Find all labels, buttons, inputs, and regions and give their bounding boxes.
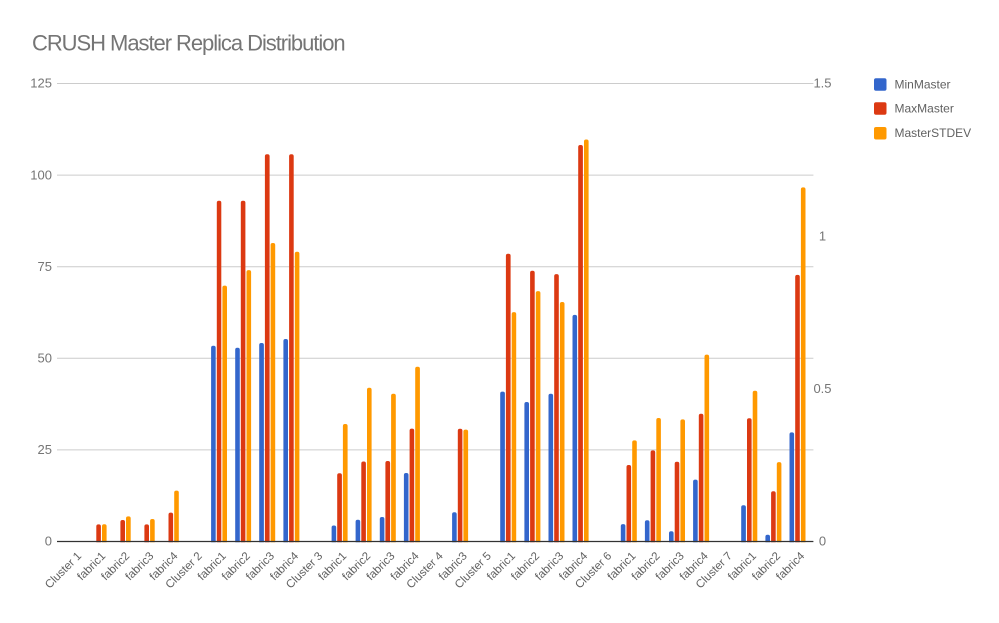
svg-text:50: 50 [38,351,52,366]
svg-text:1.5: 1.5 [813,76,831,91]
svg-text:MaxMaster: MaxMaster [895,102,954,116]
svg-text:0.5: 0.5 [813,381,831,396]
svg-text:25: 25 [38,442,52,457]
svg-text:0: 0 [819,534,826,549]
svg-text:CRUSH Master Replica Distribut: CRUSH Master Replica Distribution [32,31,345,56]
svg-text:125: 125 [30,76,52,91]
svg-text:0: 0 [45,534,52,549]
svg-text:100: 100 [30,167,52,182]
svg-text:1: 1 [819,228,826,243]
svg-text:75: 75 [38,259,52,274]
svg-text:MasterSTDEV: MasterSTDEV [895,126,972,140]
svg-text:MinMaster: MinMaster [895,77,951,91]
